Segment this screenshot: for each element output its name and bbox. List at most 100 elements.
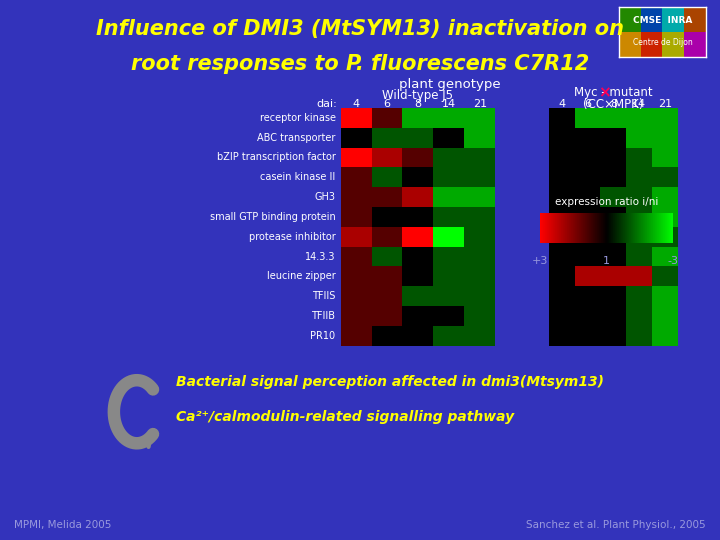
Bar [575, 306, 600, 326]
Text: 21: 21 [658, 99, 672, 109]
Bar [402, 128, 433, 147]
Bar [549, 326, 575, 346]
Bar [626, 306, 652, 326]
Bar [600, 227, 626, 247]
Bar [600, 266, 626, 286]
Bar [433, 147, 464, 167]
Bar [341, 247, 372, 266]
Bar [433, 266, 464, 286]
Text: Influence of DMI3 (MtSYM13) inactivation on: Influence of DMI3 (MtSYM13) inactivation… [96, 19, 624, 39]
Bar [626, 227, 652, 247]
Bar [372, 306, 402, 326]
Text: MPMI, Melida 2005: MPMI, Melida 2005 [14, 520, 112, 530]
Bar [626, 247, 652, 266]
Bar [652, 207, 678, 227]
Bar [684, 32, 706, 57]
Bar [575, 227, 600, 247]
Bar [549, 187, 575, 207]
Bar [402, 306, 433, 326]
Bar [549, 207, 575, 227]
Text: Ca²⁺/calmodulin-related signalling pathway: Ca²⁺/calmodulin-related signalling pathw… [176, 410, 515, 424]
Text: +3: +3 [532, 256, 548, 267]
Bar [619, 32, 641, 57]
Bar [464, 306, 495, 326]
Bar [626, 207, 652, 227]
Bar [575, 326, 600, 346]
Bar [402, 266, 433, 286]
Bar [652, 266, 678, 286]
Text: CMSE  INRA: CMSE INRA [633, 16, 692, 25]
Text: PR10: PR10 [310, 330, 336, 341]
Bar [575, 266, 600, 286]
Bar [662, 7, 684, 32]
Text: Sanchez et al. Plant Physiol., 2005: Sanchez et al. Plant Physiol., 2005 [526, 520, 706, 530]
Bar [433, 187, 464, 207]
Text: expression ratio i/ni: expression ratio i/ni [555, 197, 658, 207]
Bar [662, 32, 684, 57]
Text: root responses to P. fluorescens C7R12: root responses to P. fluorescens C7R12 [131, 54, 589, 74]
Bar [372, 207, 402, 227]
Bar [372, 247, 402, 266]
Bar [372, 167, 402, 187]
Bar [464, 286, 495, 306]
Bar [464, 128, 495, 147]
Bar [402, 227, 433, 247]
Bar [626, 167, 652, 187]
Bar [402, 187, 433, 207]
Bar [549, 128, 575, 147]
Bar [402, 147, 433, 167]
Text: Bacterial signal perception affected in dmi3(Mtsym13): Bacterial signal perception affected in … [176, 375, 604, 389]
Bar [372, 128, 402, 147]
Text: ABC transporter: ABC transporter [257, 133, 336, 143]
Bar [402, 326, 433, 346]
Bar [433, 167, 464, 187]
Bar [549, 286, 575, 306]
Bar [600, 286, 626, 306]
Bar [464, 147, 495, 167]
Bar [641, 7, 662, 32]
Bar [575, 207, 600, 227]
Bar [433, 326, 464, 346]
Bar [600, 187, 626, 207]
Text: 4: 4 [353, 99, 359, 109]
Bar [626, 326, 652, 346]
Bar [433, 247, 464, 266]
Text: 1: 1 [603, 256, 610, 267]
Bar [372, 147, 402, 167]
Text: GH3: GH3 [315, 192, 336, 202]
Bar [575, 187, 600, 207]
Bar [341, 286, 372, 306]
Bar [341, 227, 372, 247]
Bar [341, 266, 372, 286]
Bar [402, 108, 433, 128]
Bar [549, 108, 575, 128]
Bar [549, 227, 575, 247]
Bar [626, 147, 652, 167]
Bar [652, 147, 678, 167]
Bar [652, 167, 678, 187]
Bar [341, 167, 372, 187]
Bar [402, 167, 433, 187]
Bar [626, 108, 652, 128]
Bar [652, 247, 678, 266]
Bar [341, 108, 372, 128]
Bar [372, 326, 402, 346]
Bar [402, 286, 433, 306]
Bar [341, 187, 372, 207]
Bar [433, 128, 464, 147]
Text: casein kinase II: casein kinase II [260, 172, 336, 183]
Bar [341, 147, 372, 167]
Bar [464, 108, 495, 128]
Bar [372, 108, 402, 128]
Bar [600, 247, 626, 266]
Bar [652, 108, 678, 128]
Bar [600, 207, 626, 227]
Text: plant genotype: plant genotype [399, 78, 501, 91]
Bar [549, 247, 575, 266]
Bar [652, 227, 678, 247]
Text: leucine zipper: leucine zipper [267, 271, 336, 281]
Text: TFIIB: TFIIB [312, 311, 336, 321]
Bar [372, 227, 402, 247]
Bar [652, 326, 678, 346]
Bar [402, 207, 433, 227]
